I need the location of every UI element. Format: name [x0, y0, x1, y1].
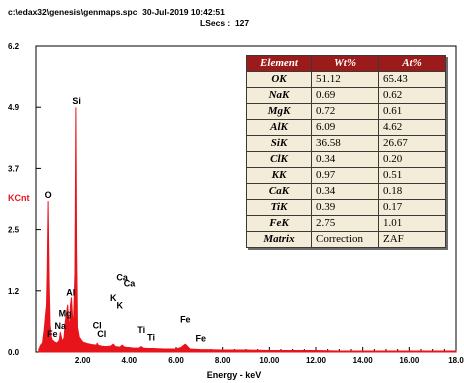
- wt-percent-cell: 0.34: [311, 151, 379, 168]
- element-cell: NaK: [246, 87, 312, 104]
- peak-label: Si: [72, 96, 81, 106]
- y-tick-label: 4.9: [8, 103, 20, 112]
- x-tick-label: 18.0: [448, 356, 464, 365]
- element-cell: TiK: [246, 199, 312, 216]
- x-tick-label: 6.00: [168, 356, 184, 365]
- wt-percent-cell: 0.97: [311, 167, 379, 184]
- table-header-row: Element Wt% At%: [246, 55, 446, 72]
- peak-label: K: [110, 293, 117, 303]
- wt-percent-cell: 36.58: [311, 135, 379, 152]
- wt-percent-cell: 0.39: [311, 199, 379, 216]
- peak-label: Ca: [116, 272, 128, 282]
- element-cell: FeK: [246, 215, 312, 232]
- element-cell: MgK: [246, 103, 312, 120]
- peak-label: K: [117, 301, 124, 311]
- col-header-wt: Wt%: [311, 55, 379, 72]
- x-axis-title: Energy - keV: [207, 370, 262, 380]
- table-body: OK 51.12 65.43 NaK 0.69 0.62 MgK 0.72 0.61 AlK 6.0…: [246, 71, 446, 232]
- table-row: KK 0.97 0.51: [246, 167, 446, 184]
- y-tick-label: 6.2: [8, 42, 20, 51]
- y-axis-title: KCnt: [8, 193, 30, 203]
- wt-percent-cell: 0.34: [311, 183, 379, 200]
- x-tick-label: 4.00: [122, 356, 138, 365]
- element-cell: SiK: [246, 135, 312, 152]
- y-tick-label: 1.2: [8, 287, 20, 296]
- element-cell: KK: [246, 167, 312, 184]
- wt-percent-cell: 6.09: [311, 119, 379, 136]
- spectrum-series: [38, 107, 457, 353]
- x-tick-label: 14.00: [353, 356, 374, 365]
- table-row: CaK 0.34 0.18: [246, 183, 446, 200]
- peak-label: Fe: [195, 334, 206, 344]
- y-tick-label: 0.0: [8, 348, 20, 357]
- table-footer-row: Matrix Correction ZAF: [246, 231, 446, 248]
- peak-label: Ti: [147, 333, 155, 343]
- table-row: TiK 0.39 0.17: [246, 199, 446, 216]
- table-row: OK 51.12 65.43: [246, 71, 446, 88]
- element-cell: CaK: [246, 183, 312, 200]
- x-tick-label: 10.00: [259, 356, 280, 365]
- y-tick-label: 3.7: [8, 164, 20, 173]
- at-percent-cell: 26.67: [378, 135, 446, 152]
- wt-percent-cell: 51.12: [311, 71, 379, 88]
- peak-label: Mg: [59, 308, 72, 318]
- at-percent-cell: 0.20: [378, 151, 446, 168]
- table-row: SiK 36.58 26.67: [246, 135, 446, 152]
- y-tick-label: 2.5: [8, 226, 20, 235]
- table-row: FeK 2.75 1.01: [246, 215, 446, 232]
- at-percent-cell: 0.17: [378, 199, 446, 216]
- col-header-at: At%: [378, 55, 446, 72]
- table-row: ClK 0.34 0.20: [246, 151, 446, 168]
- wt-percent-cell: 2.75: [311, 215, 379, 232]
- peak-label: Cl: [97, 329, 106, 339]
- matrix-label: Matrix: [246, 231, 312, 248]
- quantification-table: Element Wt% At% OK 51.12 65.43 NaK 0.69 0.62 M…: [246, 55, 446, 248]
- element-cell: OK: [246, 71, 312, 88]
- peak-label: Al: [66, 288, 75, 298]
- table-row: NaK 0.69 0.62: [246, 87, 446, 104]
- at-percent-cell: 0.61: [378, 103, 446, 120]
- peak-label: Cl: [93, 320, 102, 330]
- table-row: AlK 6.09 4.62: [246, 119, 446, 136]
- at-percent-cell: 65.43: [378, 71, 446, 88]
- live-seconds-readout: LSecs : 127: [200, 18, 250, 28]
- at-percent-cell: 0.18: [378, 183, 446, 200]
- table-row: MgK 0.72 0.61: [246, 103, 446, 120]
- at-percent-cell: 0.62: [378, 87, 446, 104]
- x-tick-label: 8.00: [215, 356, 231, 365]
- peak-label: Ti: [137, 325, 145, 335]
- element-cell: AlK: [246, 119, 312, 136]
- correction-label: Correction: [311, 231, 379, 248]
- at-percent-cell: 4.62: [378, 119, 446, 136]
- peak-label: Fe: [180, 314, 191, 324]
- x-tick-label: 12.00: [306, 356, 327, 365]
- peak-label: Na: [55, 321, 67, 331]
- peak-label: Fe: [47, 329, 58, 339]
- correction-method: ZAF: [378, 231, 446, 248]
- x-tick-label: 2.00: [75, 356, 91, 365]
- element-cell: ClK: [246, 151, 312, 168]
- wt-percent-cell: 0.69: [311, 87, 379, 104]
- spectrum-file-header: c:\edax32\genesis\genmaps.spc 30-Jul-201…: [8, 7, 225, 17]
- peak-label: Ca: [124, 278, 136, 288]
- at-percent-cell: 0.51: [378, 167, 446, 184]
- x-tick-label: 16.00: [399, 356, 420, 365]
- wt-percent-cell: 0.72: [311, 103, 379, 120]
- peak-label: O: [45, 190, 52, 200]
- at-percent-cell: 1.01: [378, 215, 446, 232]
- col-header-element: Element: [246, 55, 312, 72]
- plot-layer: [38, 107, 457, 353]
